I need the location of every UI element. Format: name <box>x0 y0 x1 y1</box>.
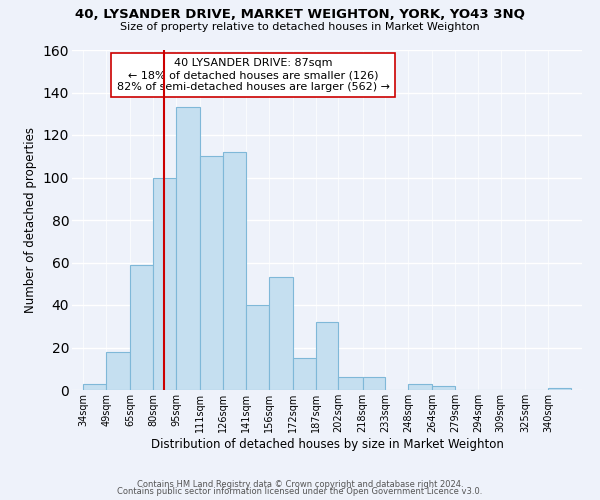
Bar <box>338 378 362 390</box>
Bar <box>548 388 571 390</box>
Bar <box>223 152 246 390</box>
Bar <box>433 386 455 390</box>
Text: Contains public sector information licensed under the Open Government Licence v3: Contains public sector information licen… <box>118 487 482 496</box>
Bar <box>130 264 153 390</box>
Bar <box>246 305 269 390</box>
Bar <box>106 352 130 390</box>
Y-axis label: Number of detached properties: Number of detached properties <box>24 127 37 313</box>
Bar <box>316 322 338 390</box>
Bar <box>83 384 106 390</box>
Bar <box>293 358 316 390</box>
X-axis label: Distribution of detached houses by size in Market Weighton: Distribution of detached houses by size … <box>151 438 503 450</box>
Text: 40, LYSANDER DRIVE, MARKET WEIGHTON, YORK, YO43 3NQ: 40, LYSANDER DRIVE, MARKET WEIGHTON, YOR… <box>75 8 525 20</box>
Bar <box>269 278 293 390</box>
Bar <box>362 378 385 390</box>
Text: Contains HM Land Registry data © Crown copyright and database right 2024.: Contains HM Land Registry data © Crown c… <box>137 480 463 489</box>
Bar <box>153 178 176 390</box>
Bar <box>176 108 200 390</box>
Text: Size of property relative to detached houses in Market Weighton: Size of property relative to detached ho… <box>120 22 480 32</box>
Text: 40 LYSANDER DRIVE: 87sqm
← 18% of detached houses are smaller (126)
82% of semi-: 40 LYSANDER DRIVE: 87sqm ← 18% of detach… <box>116 58 389 92</box>
Bar <box>408 384 433 390</box>
Bar <box>200 156 223 390</box>
